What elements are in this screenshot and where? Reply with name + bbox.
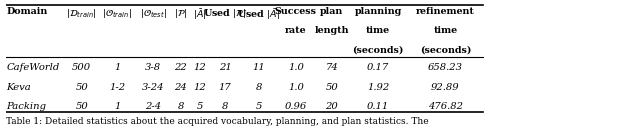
Text: (seconds): (seconds) [353, 46, 404, 55]
Text: $|\mathcal{P}|$: $|\mathcal{P}|$ [174, 7, 188, 20]
Text: 50: 50 [76, 102, 88, 111]
Text: 21: 21 [219, 63, 231, 72]
Text: 0.96: 0.96 [285, 102, 307, 111]
Text: length: length [315, 26, 349, 35]
Text: plan: plan [320, 7, 344, 16]
Text: 20: 20 [326, 102, 339, 111]
Text: 74: 74 [326, 63, 339, 72]
Text: 476.82: 476.82 [428, 102, 463, 111]
Text: Domain: Domain [6, 7, 47, 16]
Text: planning: planning [355, 7, 402, 16]
Text: 22: 22 [174, 63, 187, 72]
Text: (seconds): (seconds) [420, 46, 471, 55]
Text: 2-4: 2-4 [145, 102, 161, 111]
Text: 1.0: 1.0 [288, 83, 304, 92]
Text: 8: 8 [177, 102, 184, 111]
Text: Used $|\mathcal{P}|$: Used $|\mathcal{P}|$ [204, 7, 246, 20]
Text: 17: 17 [219, 83, 231, 92]
Text: 5: 5 [196, 102, 203, 111]
Text: 11: 11 [252, 63, 265, 72]
Text: 12: 12 [193, 63, 206, 72]
Text: 1: 1 [114, 63, 120, 72]
Text: 92.89: 92.89 [431, 83, 460, 92]
Text: Table 1: Detailed statistics about the acquired vocabulary, planning, and plan s: Table 1: Detailed statistics about the a… [6, 117, 429, 126]
Text: $|\mathcal{D}_{train}|$: $|\mathcal{D}_{train}|$ [67, 7, 97, 20]
Text: 12: 12 [193, 83, 206, 92]
Text: 1.92: 1.92 [367, 83, 389, 92]
Text: 5: 5 [255, 102, 262, 111]
Text: CafeWorld: CafeWorld [6, 63, 60, 72]
Text: 1-2: 1-2 [109, 83, 125, 92]
Text: Keva: Keva [6, 83, 31, 92]
Text: refinement: refinement [416, 7, 475, 16]
Text: $|\mathcal{O}_{test}|$: $|\mathcal{O}_{test}|$ [140, 7, 167, 20]
Text: Success: Success [275, 7, 317, 16]
Text: 1: 1 [114, 102, 120, 111]
Text: time: time [366, 26, 390, 35]
Text: 24: 24 [174, 83, 187, 92]
Text: 3-8: 3-8 [145, 63, 161, 72]
Text: Used $|\bar{A}|$: Used $|\bar{A}|$ [237, 7, 280, 22]
Text: 1.0: 1.0 [288, 63, 304, 72]
Text: 8: 8 [222, 102, 228, 111]
Text: 50: 50 [76, 83, 88, 92]
Text: 658.23: 658.23 [428, 63, 463, 72]
Text: $|\mathcal{O}_{train}|$: $|\mathcal{O}_{train}|$ [102, 7, 132, 20]
Text: rate: rate [285, 26, 307, 35]
Text: 8: 8 [255, 83, 262, 92]
Text: 50: 50 [326, 83, 339, 92]
Text: $|\bar{A}|$: $|\bar{A}|$ [193, 7, 207, 22]
Text: 3-24: 3-24 [142, 83, 164, 92]
Text: 0.17: 0.17 [367, 63, 389, 72]
Text: time: time [433, 26, 458, 35]
Text: Packing: Packing [6, 102, 46, 111]
Text: 0.11: 0.11 [367, 102, 389, 111]
Text: 500: 500 [72, 63, 92, 72]
